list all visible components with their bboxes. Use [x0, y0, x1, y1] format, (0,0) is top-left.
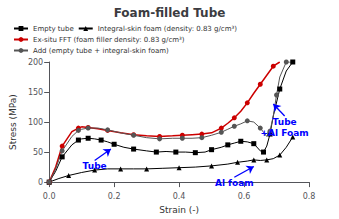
svg-text:Tube: Tube [273, 117, 297, 127]
svg-text:Foam-filled Tube: Foam-filled Tube [114, 6, 226, 20]
svg-text:Stress (MPa): Stress (MPa) [8, 94, 18, 150]
svg-text:150: 150 [28, 88, 43, 97]
svg-text:Empty tube: Empty tube [33, 25, 74, 33]
svg-text:100: 100 [28, 118, 43, 127]
svg-text:Add (empty tube + integral-ski: Add (empty tube + integral-skin foam) [33, 47, 169, 55]
svg-text:0: 0 [38, 178, 43, 187]
svg-text:0.0: 0.0 [43, 192, 56, 201]
svg-text:Al foam: Al foam [215, 178, 254, 188]
svg-text:50: 50 [33, 148, 43, 157]
svg-text:Tube: Tube [83, 161, 107, 171]
svg-text:0.2: 0.2 [108, 192, 121, 201]
svg-text:+Al Foam: +Al Foam [261, 128, 309, 138]
svg-text:0.4: 0.4 [173, 192, 186, 201]
svg-text:200: 200 [28, 58, 43, 67]
svg-text:Integral-skin foam (density: 0: Integral-skin foam (density: 0.83 g/cm³) [98, 25, 238, 33]
svg-text:0.8: 0.8 [303, 192, 316, 201]
svg-text:Strain (-): Strain (-) [159, 205, 199, 215]
svg-text:0.6: 0.6 [238, 192, 251, 201]
svg-text:Ex-situ FFT (foam filler densi: Ex-situ FFT (foam filler density: 0.83 g… [33, 36, 185, 44]
